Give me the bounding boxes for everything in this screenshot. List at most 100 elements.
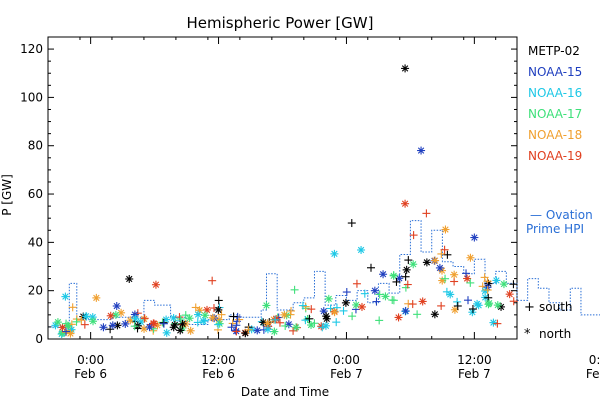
- data-point-north: [435, 263, 444, 272]
- data-point-south: [392, 277, 401, 286]
- data-point-south: [443, 250, 452, 259]
- x-axis-label: Date and Time: [241, 385, 329, 399]
- data-point-south: [509, 297, 518, 306]
- data-point-south: [140, 314, 149, 323]
- data-point-south: [437, 249, 446, 258]
- data-point-north: [401, 199, 410, 208]
- data-point-south: [352, 279, 361, 288]
- data-point-south: [229, 312, 238, 321]
- data-point-south: [408, 300, 417, 309]
- data-point-north: [341, 298, 350, 307]
- data-point-south: [307, 305, 316, 314]
- data-point-south: [342, 288, 351, 297]
- data-point-north: [176, 326, 185, 335]
- marker-legend-symbol: *: [524, 327, 531, 342]
- data-point-north: [470, 233, 479, 242]
- marker-legend-label: north: [539, 327, 571, 341]
- y-tick-label: 120: [20, 42, 43, 56]
- data-point-south: [191, 303, 200, 312]
- data-point-north: [214, 305, 223, 314]
- y-tick-label: 100: [20, 90, 43, 104]
- data-point-north: [418, 297, 427, 306]
- data-point-north: [492, 276, 501, 285]
- ovation-legend-line1: — Ovation: [530, 208, 593, 222]
- data-point-north: [178, 319, 187, 328]
- data-point-north: [253, 326, 262, 335]
- data-point-north: [381, 292, 390, 301]
- data-point-north: [263, 325, 272, 334]
- x-tick-time: 0:00: [589, 353, 600, 367]
- data-point-south: [130, 322, 139, 331]
- data-point-north: [92, 293, 101, 302]
- data-point-north: [466, 253, 475, 262]
- data-point-north: [272, 314, 281, 323]
- x-tick-date: Feb 7: [330, 367, 363, 381]
- data-point-north: [468, 308, 477, 317]
- marker-legend-symbol: +: [524, 300, 535, 315]
- x-tick-date: Feb 6: [74, 367, 107, 381]
- x-tick-time: 12:00: [201, 353, 236, 367]
- ovation-legend-line2: Prime HPI: [526, 222, 584, 236]
- data-point-north: [446, 290, 455, 299]
- data-point-south: [464, 296, 473, 305]
- data-point-north: [401, 64, 410, 73]
- data-point-north: [125, 274, 134, 283]
- data-point-north: [322, 312, 331, 321]
- y-axis: 0 20 40 60 80 100 120: [20, 42, 517, 346]
- data-point-north: [280, 310, 289, 319]
- data-point-north: [409, 260, 418, 269]
- data-point-south: [440, 245, 449, 254]
- ovation-step-line: [48, 220, 600, 328]
- data-point-north: [208, 313, 217, 322]
- data-point-north: [61, 292, 70, 301]
- y-tick-label: 60: [28, 187, 43, 201]
- data-point-south: [389, 271, 398, 280]
- y-tick-label: 80: [28, 139, 43, 153]
- data-point-south: [453, 297, 462, 306]
- data-point-south: [217, 310, 226, 319]
- data-point-south: [227, 323, 236, 332]
- data-point-north: [499, 280, 508, 289]
- data-point-north: [58, 323, 67, 332]
- data-point-north: [401, 306, 410, 315]
- data-point-north: [431, 256, 440, 265]
- data-point-south: [72, 317, 81, 326]
- data-point-north: [170, 320, 179, 329]
- data-point-south: [193, 318, 202, 327]
- data-point-north: [150, 319, 159, 328]
- data-point-south: [275, 318, 284, 327]
- data-point-north: [402, 265, 411, 274]
- data-point-north: [136, 317, 145, 326]
- data-point-south: [453, 301, 462, 310]
- data-point-south: [228, 319, 237, 328]
- data-point-south: [468, 304, 477, 313]
- legend-entry: NOAA-17: [528, 107, 582, 121]
- data-point-south: [388, 295, 397, 304]
- data-point-north: [438, 276, 447, 285]
- legend-entry: NOAA-15: [528, 65, 582, 79]
- data-point-north: [169, 313, 178, 322]
- data-point-north: [394, 313, 403, 322]
- data-point-south: [450, 277, 459, 286]
- data-point-south: [441, 274, 450, 283]
- data-point-south: [77, 316, 86, 325]
- data-point-south: [159, 319, 168, 328]
- data-point-north: [270, 327, 279, 336]
- marker-legend: + south * north: [524, 300, 573, 342]
- data-point-south: [80, 320, 89, 329]
- data-point-north: [53, 318, 62, 327]
- data-point-north: [463, 274, 472, 283]
- data-point-south: [493, 319, 502, 328]
- chart-title: Hemispheric Power [GW]: [187, 14, 374, 32]
- data-point-south: [287, 306, 296, 315]
- data-point-north: [203, 305, 212, 314]
- data-point-north: [194, 310, 203, 319]
- x-tick-date: Feb 8: [586, 367, 600, 381]
- data-point-north: [121, 319, 130, 328]
- data-point-north: [112, 302, 121, 311]
- data-point-south: [404, 256, 413, 265]
- data-point-south: [347, 219, 356, 228]
- data-point-south: [271, 315, 280, 324]
- x-tick-date: Feb 6: [202, 367, 235, 381]
- data-point-south: [422, 209, 431, 218]
